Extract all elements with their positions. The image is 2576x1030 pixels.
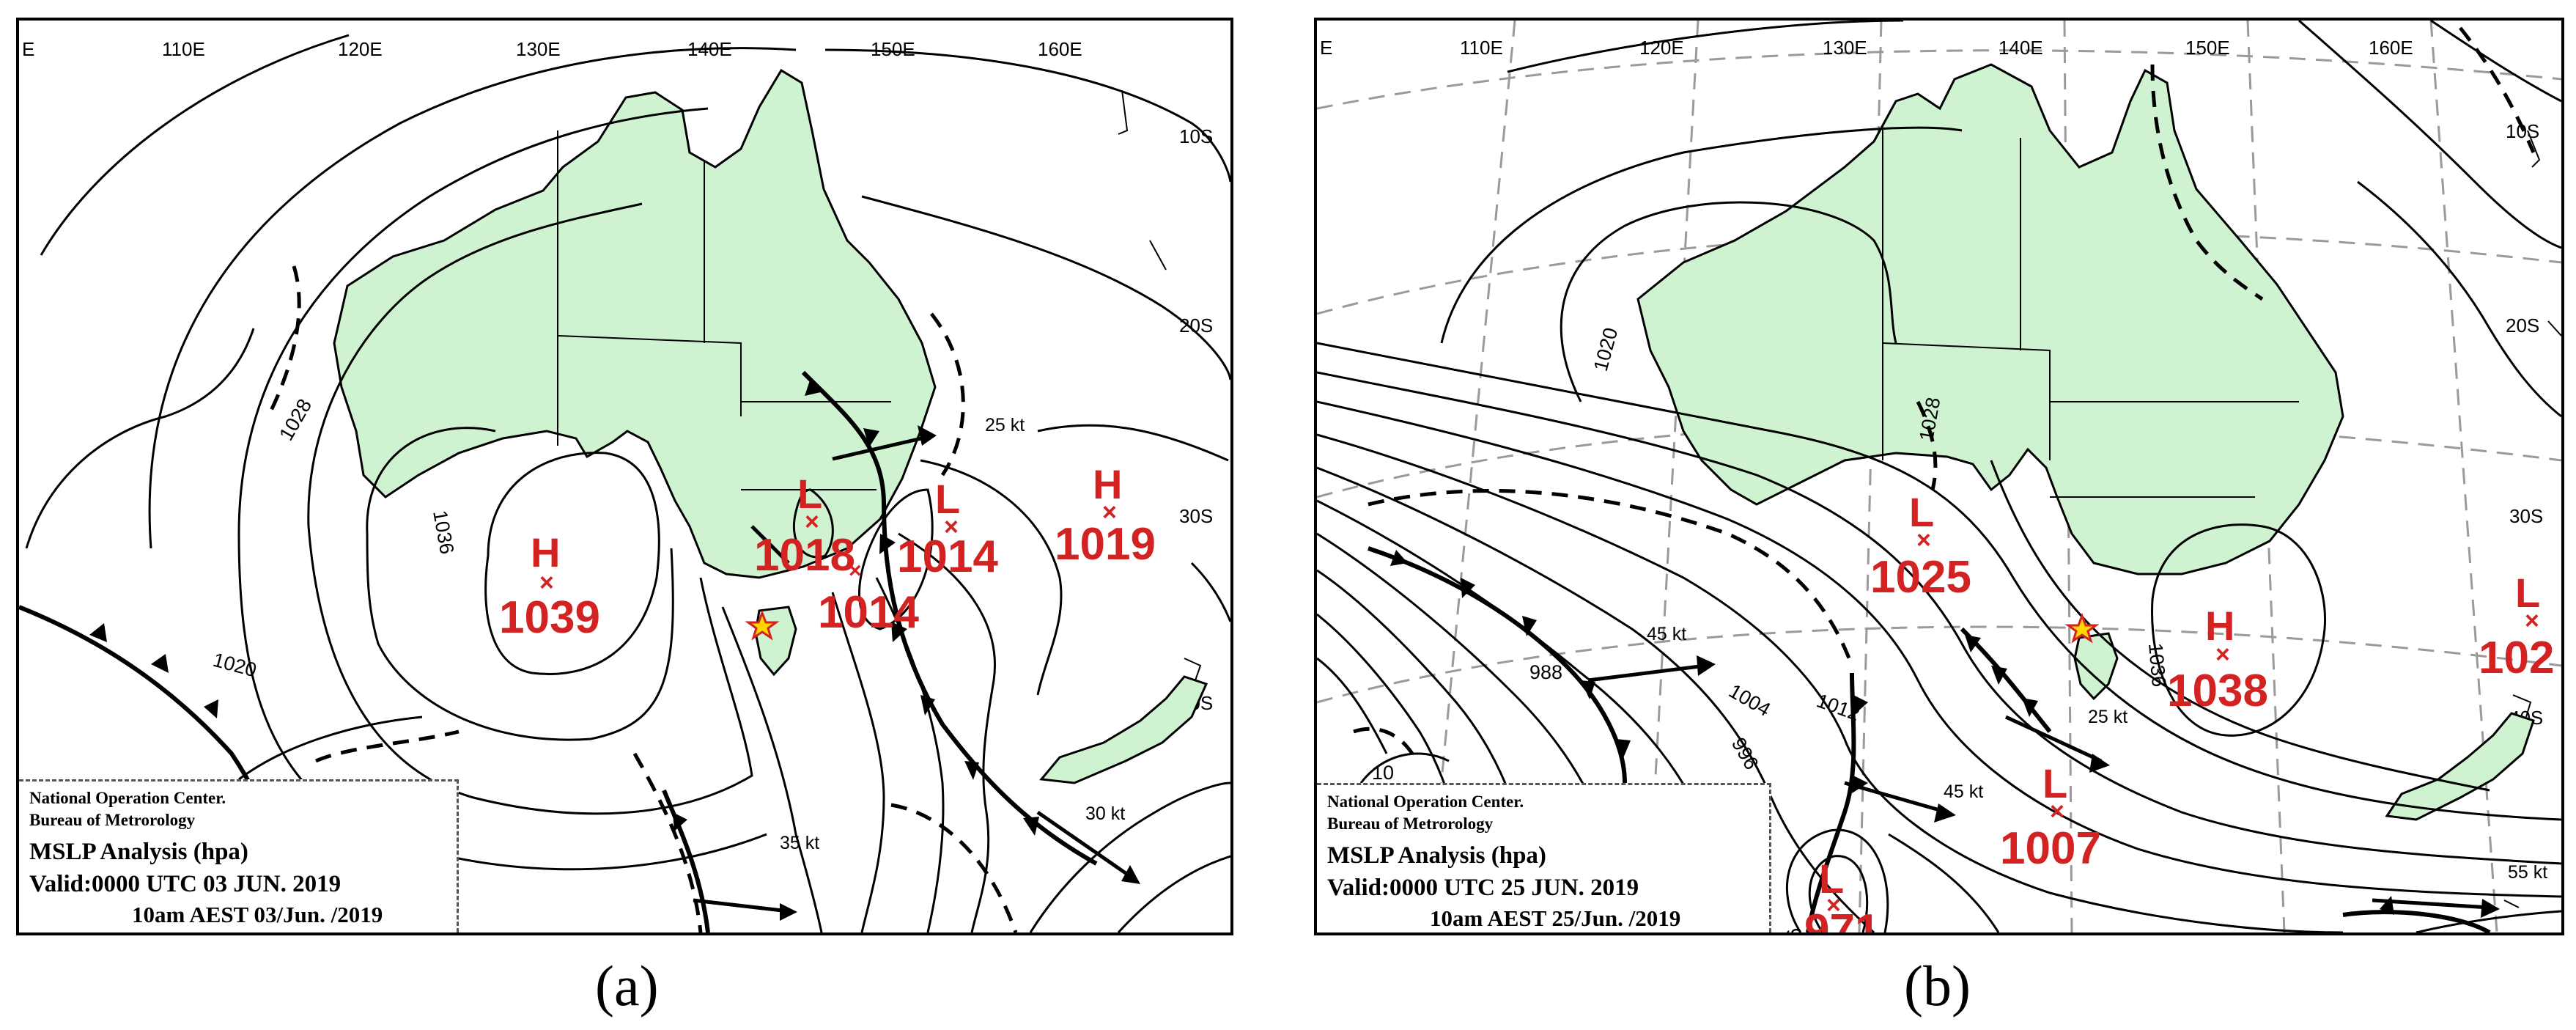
panel-caption: (b) [1904,954,1971,1018]
wind-speed-label: 25 kt [2088,707,2127,727]
center-value-label: 1038 [2167,666,2268,716]
org-bureau: Bureau of Metrorology [29,811,196,829]
analysis-title: MSLP Analysis (hpa) [29,839,248,865]
tasmania [2073,632,2119,701]
location-star-icon [2064,612,2100,644]
center-marker-x: × [2050,798,2064,825]
lon-label: 160E [1038,38,1082,60]
australia-landmass [1636,63,2344,575]
isobar-label: 1028 [275,395,316,444]
state-borders [557,130,891,490]
center-type-label: L [2042,760,2067,806]
center-marker-x: × [2215,641,2230,669]
lat-label: 30S [1179,505,1213,527]
center-marker-x: × [1102,499,1117,526]
lon-label: 160E [2369,37,2413,59]
panel-caption: (a) [595,954,659,1018]
valid-time: Valid:0000 UTC 25 JUN. 2019 [1327,875,1639,901]
wind-speed-label: 35 kt [780,833,819,853]
troughs [1353,26,2536,755]
map-info-box: National Operation Center. Bureau of Met… [1317,783,1771,932]
lon-label: E [22,38,34,60]
center-value-label: 102 [2479,633,2554,683]
wind-speed-label: 30 kt [1085,803,1125,824]
center-value-label: 1018 [754,530,855,581]
center-value-label: 1025 [1870,552,1971,603]
islands [1118,89,1202,681]
wind-arrows [693,435,1134,913]
wind-speed-label: 45 kt [1647,624,1686,644]
center-type-label: H [531,529,560,575]
isobar-label: 988 [1529,661,1562,683]
center-value-label: 1039 [499,592,600,643]
lon-label: 110E [162,38,205,60]
troughs [266,265,1018,932]
center-type-label: L [2515,570,2540,616]
center-type-label: H [1093,461,1122,507]
center-marker-x: × [805,508,819,536]
org-name: National Operation Center. [29,789,226,807]
org-bureau: Bureau of Metrorology [1327,814,1494,833]
lon-label: 130E [516,38,561,60]
center-value-label: 1019 [1055,519,1156,570]
center-marker-x: × [539,569,554,597]
front-barbs [89,378,1039,836]
lon-label: E [1320,37,1332,59]
center-type-label: H [2205,603,2234,649]
lon-label: 150E [871,38,915,60]
center-value-label: 1007 [2000,823,2101,874]
weather-map-a: E 110E 120E 130E 140E 150E 160E 10S 20S … [16,18,1233,935]
center-value-label: 1014 [897,531,998,582]
front-barbs [1390,550,2394,915]
wind-arrow-heads [1697,655,2500,918]
new-zealand [2385,712,2535,821]
location-star-icon [745,609,780,641]
isobar-label: 1036 [429,509,458,556]
weather-map-a-svg: E 110E 120E 130E 140E 150E 160E 10S 20S … [19,34,1230,932]
lat-label: 20S [2506,314,2539,336]
center-value-label: 1014 [818,587,919,638]
wind-arrow-heads [780,425,1140,921]
wind-arrows [1587,663,2490,910]
center-marker-x: × [944,513,959,541]
center-marker-x: × [849,559,862,583]
isobar-label: 1020 [1590,325,1623,374]
lat-label: 30S [2509,505,2543,527]
lon-label: 110E [1460,37,1503,59]
analysis-title: MSLP Analysis (hpa) [1327,842,1546,869]
state-borders [1882,127,2299,498]
isobar-label: 1036 [2144,642,2170,688]
isobar-label: 10 [1372,762,1394,784]
center-marker-x: × [1916,526,1931,554]
isobar-label: 96 [1782,927,1807,932]
new-zealand [1039,675,1208,784]
weather-map-b: E 110E 120E 130E 140E 150E 160E 10S 20S … [1314,18,2564,935]
wind-speed-label: 45 kt [1944,781,1983,802]
center-type-label: L [1909,489,1934,535]
weather-map-b-svg: E 110E 120E 130E 140E 150E 160E 10S 20S … [1317,21,2561,932]
center-type-label: L [797,471,822,517]
org-name: National Operation Center. [1327,792,1524,811]
isobar-label: 1004 [1725,680,1774,721]
islands [2503,130,2561,908]
lon-label: 150E [2185,37,2230,59]
isobar-label: 1020 [210,649,259,682]
center-marker-x: × [2525,607,2539,635]
center-type-label: L [935,476,960,522]
wind-speed-label: 25 kt [985,415,1025,435]
lon-label: 120E [338,38,383,60]
map-info-box: National Operation Center. Bureau of Met… [19,779,459,932]
wind-speed-label: 55 kt [2508,862,2547,883]
local-time: 10am AEST 25/Jun. /2019 [1430,905,1681,931]
australia-landmass [333,68,937,579]
valid-time: Valid:0000 UTC 03 JUN. 2019 [29,871,342,897]
local-time: 10am AEST 03/Jun. /2019 [132,902,383,927]
lon-label: 130E [1823,37,1867,59]
lon-label: 140E [1999,37,2043,59]
isobar-label: 1012 [1814,689,1863,725]
isobars [25,34,1230,932]
